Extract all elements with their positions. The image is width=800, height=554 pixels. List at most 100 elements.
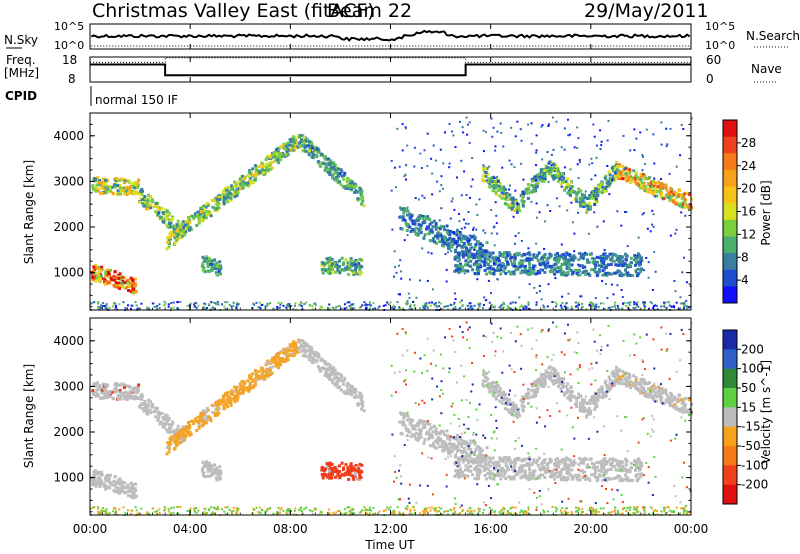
- power-cell: [527, 303, 530, 306]
- power-cell: [417, 198, 420, 201]
- power-cell: [462, 241, 466, 245]
- power-cell: [243, 175, 247, 179]
- power-cell: [594, 174, 597, 177]
- power-cell: [205, 210, 209, 214]
- power-cell: [104, 307, 107, 310]
- power-cell: [395, 271, 398, 274]
- power-cell: [166, 225, 170, 229]
- power-cell: [93, 301, 96, 304]
- power-cell: [601, 257, 605, 260]
- power-cell: [121, 275, 125, 279]
- power-cell: [292, 135, 296, 139]
- power-cell: [514, 264, 516, 267]
- power-cell: [473, 304, 476, 307]
- power-cell: [660, 195, 664, 199]
- power-cell: [96, 176, 99, 180]
- power-cell: [193, 212, 197, 216]
- power-cell: [656, 304, 658, 307]
- power-cell: [613, 167, 617, 171]
- velocity-cell: [301, 339, 305, 343]
- power-cell: [421, 247, 424, 250]
- power-cell: [324, 163, 328, 167]
- velocity-cell: [556, 379, 560, 383]
- power-cell: [210, 301, 213, 304]
- power-cell: [454, 255, 458, 259]
- velocity-cell: [531, 384, 535, 388]
- velocity-cell: [543, 381, 547, 385]
- power-cell: [96, 267, 100, 271]
- power-cell: [326, 258, 330, 262]
- freq-label-line1: Freq.: [6, 53, 36, 67]
- power-cell: [100, 306, 103, 309]
- velocity-cell: [203, 412, 206, 416]
- velocity-cell: [222, 403, 226, 407]
- beam-label: Beam 22: [327, 0, 412, 22]
- power-cell: [328, 307, 331, 310]
- power-cell: [404, 173, 407, 176]
- velocity-cell: [218, 403, 222, 406]
- power-cell: [97, 302, 100, 305]
- power-cell: [290, 305, 293, 307]
- power-cell: [143, 195, 147, 198]
- power-cell: [532, 268, 536, 272]
- power-cell: [687, 209, 690, 212]
- power-cell: [168, 225, 172, 229]
- velocity-cell: [185, 428, 189, 432]
- power-cell: [501, 191, 505, 195]
- velocity-cell: [597, 388, 601, 392]
- power-cell: [664, 301, 667, 304]
- power-cell: [432, 236, 436, 240]
- power-cell: [255, 301, 258, 304]
- power-cell: [557, 260, 560, 264]
- power-cell: [594, 297, 597, 300]
- power-cell: [507, 307, 510, 310]
- power-cell: [471, 178, 474, 181]
- power-cell: [298, 135, 301, 139]
- power-cell: [561, 302, 564, 305]
- velocity-cell: [153, 409, 157, 413]
- power-cell: [461, 251, 464, 255]
- power-cell: [641, 169, 644, 172]
- velocity-cell: [141, 407, 145, 410]
- power-cell: [241, 174, 245, 178]
- power-cell: [94, 264, 98, 268]
- velocity-cell: [286, 346, 290, 350]
- velocity-cell: [105, 485, 109, 489]
- velocity-cell: [196, 415, 200, 419]
- power-cell: [577, 137, 580, 140]
- power-cell: [141, 198, 145, 202]
- power-cell: [227, 189, 231, 193]
- power-cell: [460, 299, 463, 302]
- velocity-cell: [254, 382, 258, 386]
- power-cell: [443, 238, 447, 242]
- velocity-cell: [346, 392, 350, 395]
- power-cell: [623, 262, 627, 266]
- velocity-cell: [97, 386, 101, 390]
- power-cell: [120, 177, 124, 181]
- power-cell: [406, 209, 410, 213]
- power-cell: [202, 204, 206, 208]
- velocity-cell: [591, 401, 595, 405]
- velocity-cell: [533, 380, 537, 384]
- power-cell: [666, 190, 670, 194]
- power-cell: [171, 232, 175, 236]
- power-cell: [445, 305, 447, 308]
- power-cell: [582, 205, 586, 209]
- velocity-cell: [122, 397, 126, 401]
- power-cell: [645, 128, 648, 131]
- power-cell: [530, 183, 534, 187]
- power-cell: [468, 141, 471, 144]
- power-cell: [221, 189, 225, 193]
- power-cell: [677, 194, 681, 198]
- velocity-cell: [586, 409, 590, 413]
- power-cell: [483, 254, 487, 258]
- power-cell: [462, 268, 465, 272]
- power-cell: [609, 258, 613, 262]
- velocity-cell: [240, 388, 244, 392]
- power-cell: [473, 249, 476, 251]
- velocity-cell: [120, 486, 124, 490]
- power-cell: [486, 172, 490, 176]
- velocity-cell: [104, 383, 107, 387]
- power-cell: [500, 131, 503, 134]
- power-cell: [592, 258, 596, 262]
